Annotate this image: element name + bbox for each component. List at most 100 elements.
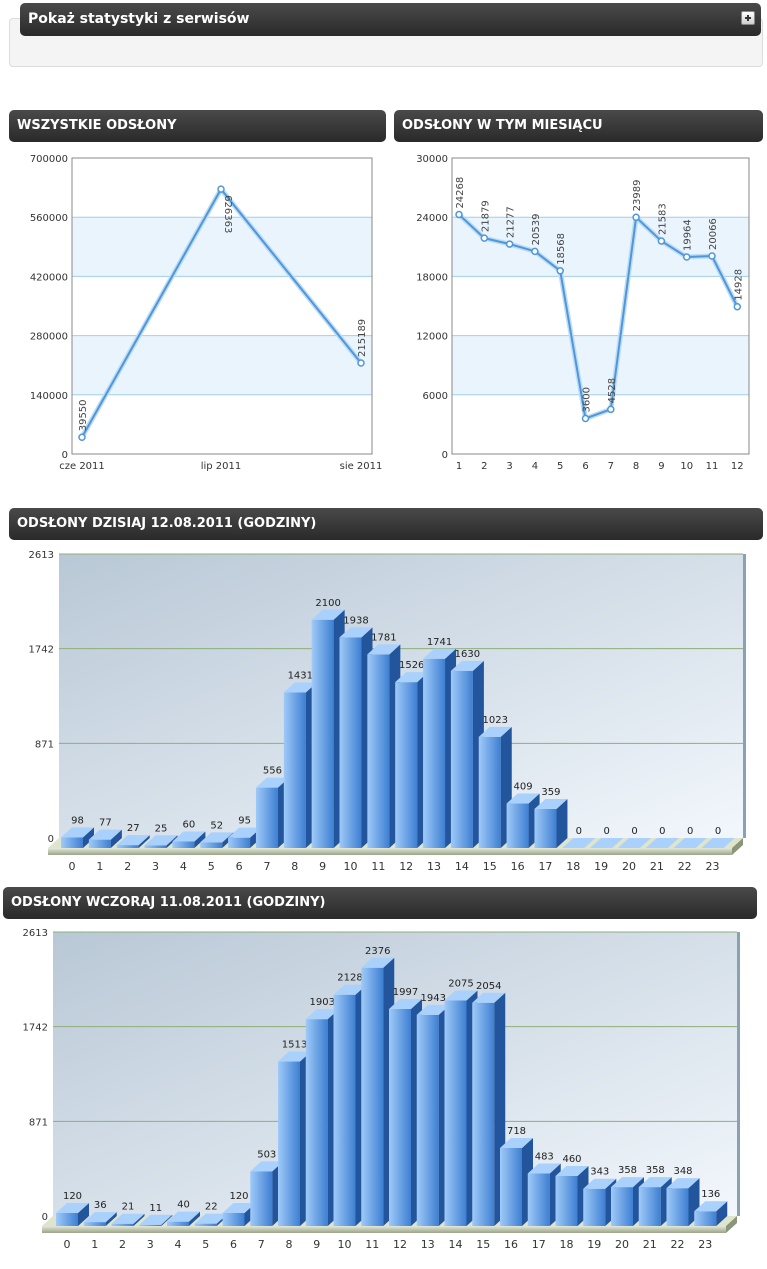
today-views-bar-top (618, 838, 651, 848)
month-views-data-point (682, 253, 691, 261)
month-views-data-point (531, 247, 539, 256)
month-views-data-point (505, 240, 514, 248)
today-views-bar-side (556, 798, 568, 848)
today-views-x-tick-label: 3 (152, 860, 159, 873)
month-views-data-point (581, 414, 590, 423)
yesterday-views-x-tick-label: 19 (587, 1238, 601, 1251)
today-views-data-label: 0 (715, 826, 721, 837)
yesterday-views-bar (611, 1187, 633, 1226)
today-views-bar (88, 839, 111, 848)
yesterday-views-x-tick-label: 17 (532, 1238, 546, 1251)
yesterday-views-bar (361, 967, 384, 1226)
today-views-data-label: 1741 (427, 637, 452, 648)
yesterday-views-bar-top (250, 1161, 284, 1172)
today-views-x-tick-label: 10 (344, 860, 358, 873)
all-views-header: WSZYSTKIE ODSŁONY (9, 110, 386, 142)
today-views-x-tick-label: 8 (291, 860, 298, 873)
yesterday-views-bar (666, 1188, 689, 1226)
today-views-bar-top (116, 835, 150, 846)
yesterday-views-data-label: 718 (507, 1126, 526, 1137)
all-views-band (72, 217, 372, 277)
today-views-bar (367, 654, 390, 848)
month-views-data-label: 21879 (480, 200, 491, 232)
yesterday-views-data-label: 11 (149, 1203, 162, 1214)
month-views-title: ODSŁONY W TYM MIESIĄCU (402, 118, 603, 133)
yesterday-views-bar (83, 1222, 106, 1226)
yesterday-views-bar-top (527, 1163, 561, 1174)
month-views-x-tick-label: 4 (532, 461, 538, 472)
yesterday-views-x-tick-label: 22 (671, 1238, 685, 1251)
yesterday-views-data-label: 36 (94, 1200, 107, 1211)
today-views-data-label: 98 (71, 815, 84, 826)
today-views-bar (506, 803, 529, 848)
month-views-data-label: 18568 (556, 233, 567, 265)
month-views-x-tick-label: 10 (680, 461, 693, 472)
month-views-data-label: 20539 (531, 214, 542, 246)
yesterday-views-bar (222, 1212, 245, 1226)
today-views-x-tick-label: 4 (180, 860, 187, 873)
month-views-data-label: 24268 (455, 177, 466, 209)
yesterday-views-floor-side (726, 1216, 737, 1233)
yesterday-views-bar (167, 1221, 189, 1226)
month-views-data-point (632, 213, 640, 222)
today-views-bar-top (255, 777, 289, 788)
today-views-bar-top (228, 827, 262, 838)
yesterday-views-bar-top (56, 1202, 89, 1213)
yesterday-views-bar (694, 1211, 717, 1226)
yesterday-views-y-tick-label: 1742 (23, 1023, 48, 1034)
month-views-y-tick-label: 18000 (416, 272, 448, 283)
yesterday-views-data-label: 2128 (337, 973, 362, 984)
yesterday-views-bar-top (500, 1137, 533, 1148)
yesterday-views-data-label: 2376 (365, 946, 390, 957)
today-views-bar-top (562, 838, 596, 848)
all-views-data-label: 626363 (222, 195, 233, 233)
yesterday-views-x-tick-label: 12 (393, 1238, 407, 1251)
yesterday-views-bar (500, 1147, 522, 1226)
today-views-x-tick-label: 7 (263, 860, 270, 873)
today-views-x-tick-label: 14 (455, 860, 469, 873)
yesterday-views-bar (278, 1061, 300, 1226)
today-views-bar-top (701, 838, 735, 848)
today-views-data-label: 1526 (399, 660, 424, 671)
yesterday-views-bar (444, 1000, 467, 1226)
today-views-bar-top (311, 609, 345, 620)
all-views-y-tick-label: 140000 (30, 391, 68, 402)
today-views-data-label: 25 (155, 823, 168, 834)
month-views-data-point (556, 267, 564, 275)
today-views-x-tick-label: 21 (650, 860, 664, 873)
today-views-data-label: 1630 (455, 649, 480, 660)
today-views-y-tick-label: 0 (48, 834, 54, 845)
today-views-bar-side (138, 835, 150, 848)
yesterday-views-y-tick-label: 0 (42, 1212, 48, 1223)
month-views-data-point (607, 405, 615, 414)
today-views-bar-top (339, 627, 373, 638)
today-views-bar-side (194, 831, 206, 848)
today-views-bar-top (478, 726, 512, 737)
today-views-bar-side (166, 835, 178, 848)
today-views-data-label: 359 (541, 787, 560, 798)
today-views-bar (283, 692, 306, 848)
today-views-bar (311, 619, 334, 848)
today-views-x-tick-label: 11 (371, 860, 385, 873)
today-views-bar-top (172, 831, 206, 842)
yesterday-views-bar-top (222, 1202, 256, 1213)
yesterday-views-x-tick-label: 18 (560, 1238, 574, 1251)
yesterday-views-data-label: 2054 (476, 981, 501, 992)
yesterday-views-x-tick-label: 14 (449, 1238, 463, 1251)
all-views-x-tick-label: cze 2011 (59, 461, 105, 472)
today-views-bar (395, 682, 418, 848)
today-views-bar-side (83, 827, 94, 848)
today-views-bar (534, 808, 557, 848)
yesterday-views-bar (527, 1173, 550, 1226)
yesterday-views-x-tick-label: 21 (643, 1238, 657, 1251)
month-views-data-label: 4528 (607, 378, 618, 403)
stats-toggle-header[interactable]: Pokaż statystyki z serwisów (20, 3, 761, 36)
expand-plus-icon[interactable] (741, 11, 755, 25)
yesterday-views-x-tick-label: 8 (286, 1238, 293, 1251)
today-views-bar-top (506, 793, 540, 804)
month-views-series-line (458, 213, 739, 420)
all-views-data-label: 39550 (78, 399, 89, 431)
yesterday-views-x-tick-label: 23 (698, 1238, 712, 1251)
today-views-x-tick-label: 18 (566, 860, 580, 873)
month-views-data-point (657, 237, 666, 245)
